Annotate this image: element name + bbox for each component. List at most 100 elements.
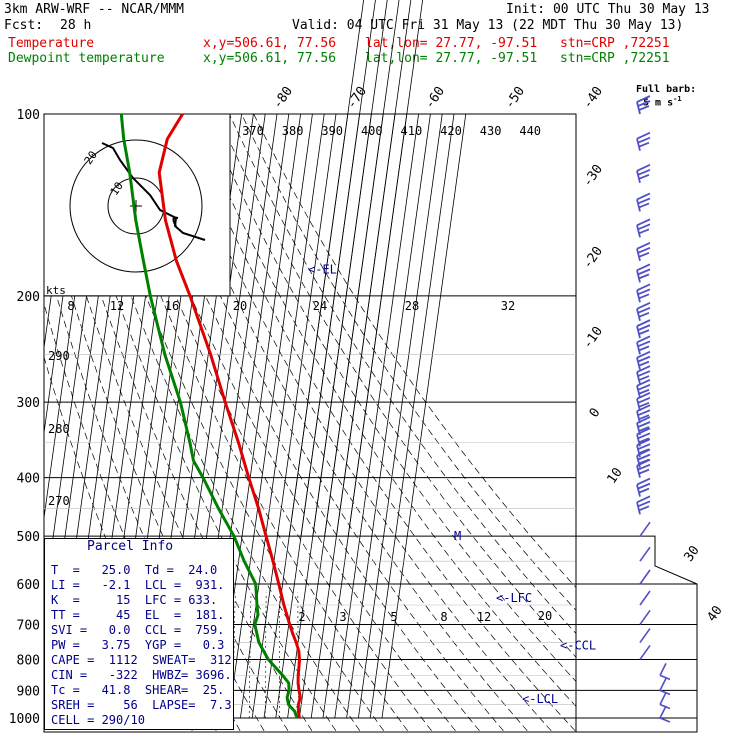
isotherm-label: -40 [580, 84, 606, 112]
dewpoint-curve [119, 113, 299, 719]
wind-barb [639, 521, 651, 537]
hodograph-box [43, 113, 231, 297]
wind-barb [636, 283, 651, 303]
temperature-tick-label: 32 [501, 299, 515, 313]
isotherm-line [358, 114, 443, 719]
level-label-lcl: <-LCL [522, 692, 558, 706]
parcel-row: SREH = 56 LAPSE= 7.3 [51, 698, 232, 712]
theta-e-label: 400 [361, 124, 383, 138]
isotherm-line [346, 114, 431, 719]
pressure-tick-label: 200 [17, 290, 40, 305]
parcel-row: Tc = 41.8 SHEAR= 25. [51, 683, 225, 697]
wind-barb [639, 628, 651, 644]
isotherm-label: -80 [270, 84, 296, 112]
level-label-lfc: <-LFC [496, 591, 532, 605]
wind-barb [636, 241, 651, 262]
extended-isotherm-region [288, 0, 698, 733]
wind-barb [659, 705, 671, 723]
hodograph-ring-label: 10 [108, 180, 126, 198]
isotherm-label: -20 [580, 244, 606, 272]
isotherm-line [381, 114, 467, 719]
wind-barb [636, 427, 651, 447]
wind-barb [636, 95, 651, 115]
theta-e-label: 410 [401, 124, 423, 138]
mixing-ratio-label: 12 [477, 610, 491, 624]
dry-adiabat [155, 114, 528, 732]
temperature-tick-label: 8 [67, 299, 74, 313]
dry-adiabat [228, 114, 576, 634]
wind-barb [636, 495, 651, 515]
wind-barb [636, 164, 651, 184]
wind-barb [636, 192, 651, 212]
hodograph-ring-label: 20 [82, 149, 100, 167]
mixing-ratio-label: 8 [440, 610, 447, 624]
mixing-ratio-label: 5 [390, 610, 397, 624]
temperature-curve [157, 113, 302, 719]
theta-e-label: 420 [440, 124, 462, 138]
isotherm-line [312, 0, 388, 537]
wind-barb [636, 131, 651, 151]
temperature-station: stn=CRP ,72251 [560, 36, 670, 51]
fcst-label: Fcst: [4, 18, 44, 33]
dry-adiabat [106, 114, 432, 732]
hodograph: kts 10 20 [43, 113, 231, 297]
parcel-row: TT = 45 EL = 181. [51, 608, 225, 622]
temperature-latlon: lat,lon= 27.77, -97.51 [365, 36, 538, 51]
parcel-row: CAPE = 1112 SWEAT= 312 [51, 653, 232, 667]
pressure-tick-label: 600 [17, 578, 40, 593]
theta-label: 290 [48, 349, 70, 363]
isotherm-line [324, 0, 400, 537]
temperature-legend: Temperature [8, 36, 95, 51]
isotherm-label: -60 [422, 84, 448, 112]
isotherm-label: -10 [580, 324, 606, 352]
wind-barb [636, 319, 651, 339]
temperature-tick-label: 16 [165, 299, 179, 313]
dry-adiabat [94, 114, 408, 732]
isotherm-line [240, 114, 325, 719]
level-label-el: <-EL [308, 263, 337, 277]
dry-adiabat [216, 114, 576, 658]
wind-barb [659, 692, 671, 710]
mixing-ratio-label: 3 [339, 610, 346, 624]
wind-barb [659, 678, 671, 696]
dewpoint-latlon: lat,lon= 27.77, -97.51 [365, 51, 538, 66]
isotherm-label: -70 [344, 84, 370, 112]
theta-e-label: 370 [242, 124, 264, 138]
wind-barb [636, 218, 651, 238]
wind-barb [639, 546, 651, 562]
mixing-ratio-label: 2 [298, 610, 305, 624]
parcel-row: CELL = 290/10 [51, 713, 145, 727]
pressure-tick-label: 100 [17, 108, 40, 123]
isotherm-label: 0 [587, 405, 604, 420]
isotherm-line [369, 114, 455, 719]
wind-barb [636, 378, 651, 398]
isotherm-line [300, 0, 376, 537]
wind-barb [636, 477, 651, 497]
theta-e-label: 440 [519, 124, 541, 138]
theta-label: 280 [48, 422, 70, 436]
valid-time: Valid: 04 UTC Fri 31 May 13 (22 MDT Thu … [292, 18, 684, 33]
isotherm-line [347, 0, 424, 537]
isotherm-label: -30 [580, 162, 606, 190]
pressure-tick-label: 300 [17, 396, 40, 411]
temperature-tick-label: 24 [313, 299, 327, 313]
wind-barb [659, 663, 671, 681]
parcel-row: T = 25.0 Td = 24.0 [51, 563, 218, 577]
isotherm-label: 10 [604, 465, 625, 486]
dry-adiabat [82, 114, 384, 732]
isotherm-label: 40 [704, 603, 725, 624]
hodograph-ring [69, 139, 203, 273]
level-label-ccl: <-CCL [560, 639, 596, 653]
isotherm-line [288, 0, 365, 537]
dry-adiabat [241, 114, 576, 611]
dry-adiabat [192, 114, 576, 707]
pressure-tick-label: 900 [17, 684, 40, 699]
init-time: Init: 00 UTC Thu 30 May 13 [506, 2, 710, 17]
dry-adiabat [143, 114, 504, 732]
mixing-ratio-line [264, 592, 267, 718]
wind-barbs [636, 95, 671, 723]
dewpoint-legend: Dewpoint temperature [8, 51, 165, 66]
wind-barb [639, 590, 651, 606]
isotherm-label: 30 [681, 543, 702, 564]
